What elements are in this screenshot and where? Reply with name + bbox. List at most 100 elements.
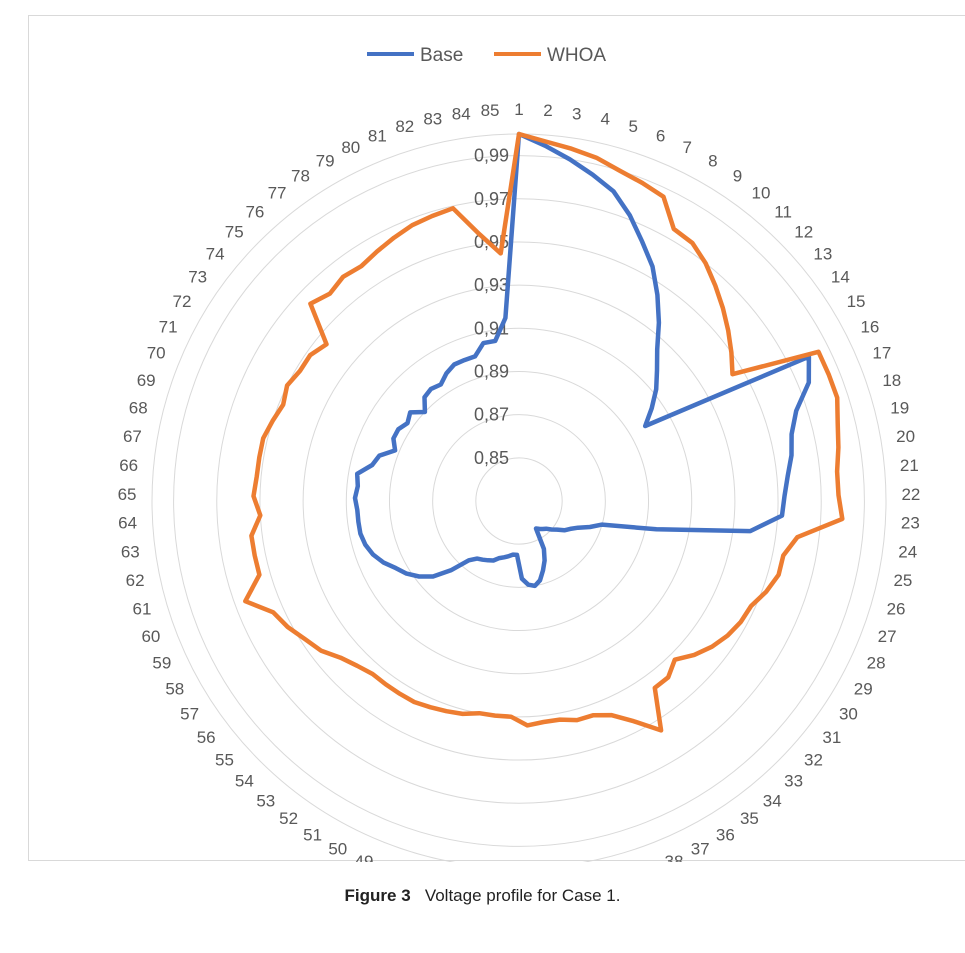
category-label: 83	[423, 110, 442, 129]
category-label: 64	[118, 514, 137, 533]
category-label: 57	[180, 704, 199, 723]
grid-ring	[259, 241, 779, 761]
radial-tick-label: 0,93	[474, 275, 509, 295]
category-label: 53	[256, 791, 275, 810]
category-label: 77	[268, 184, 287, 203]
category-label: 73	[188, 267, 207, 286]
category-label: 50	[328, 840, 347, 859]
category-label: 80	[341, 138, 360, 157]
grid-ring	[432, 414, 606, 588]
category-label: 51	[303, 825, 322, 844]
category-label: 15	[847, 292, 866, 311]
category-label: 1	[514, 100, 523, 119]
category-label: 34	[763, 791, 782, 810]
grid-ring	[173, 155, 865, 847]
category-label: 62	[126, 571, 145, 590]
radial-tick-label: 0,97	[474, 189, 509, 209]
category-label: 8	[708, 151, 717, 170]
radial-tick-label: 0,99	[474, 146, 509, 166]
category-label: 32	[804, 751, 823, 770]
category-label: 35	[740, 809, 759, 828]
category-label: 81	[368, 126, 387, 145]
caption-text: Voltage profile for Case 1.	[424, 886, 621, 905]
figure-caption: Figure 3 Voltage profile for Case 1.	[0, 886, 965, 906]
category-label: 22	[901, 485, 920, 504]
category-label: 78	[291, 167, 310, 186]
category-label: 76	[245, 202, 264, 221]
radial-tick-label: 0,89	[474, 361, 509, 381]
category-label: 28	[867, 654, 886, 673]
category-label: 72	[172, 292, 191, 311]
radial-tick-label: 0,87	[474, 405, 509, 425]
category-label: 4	[600, 110, 609, 129]
category-label: 52	[279, 809, 298, 828]
category-label: 25	[893, 571, 912, 590]
radial-tick-label: 0,85	[474, 448, 509, 468]
category-label: 71	[159, 317, 178, 336]
category-label: 37	[691, 840, 710, 859]
category-label: 54	[235, 772, 254, 791]
category-label: 7	[682, 138, 691, 157]
category-label: 27	[878, 627, 897, 646]
category-label: 49	[355, 852, 374, 862]
category-label: 23	[901, 514, 920, 533]
category-label: 67	[123, 427, 142, 446]
category-label: 14	[831, 267, 850, 286]
category-label: 68	[129, 399, 148, 418]
category-label: 30	[839, 704, 858, 723]
category-label: 65	[118, 485, 137, 504]
category-label: 13	[813, 244, 832, 263]
category-label: 38	[665, 852, 684, 862]
caption-label: Figure 3	[344, 886, 411, 905]
category-label: 69	[137, 371, 156, 390]
category-label: 56	[197, 728, 216, 747]
category-label: 84	[452, 104, 471, 123]
legend-label-whoa: WHOA	[547, 45, 606, 66]
category-label: 12	[794, 223, 813, 242]
category-label: 79	[316, 151, 335, 170]
category-label: 61	[133, 599, 152, 618]
category-label: 9	[733, 167, 742, 186]
series-line-base	[352, 131, 812, 589]
category-label: 26	[887, 599, 906, 618]
category-label: 58	[165, 680, 184, 699]
category-label: 10	[752, 184, 771, 203]
category-label: 6	[656, 126, 665, 145]
radial-grid	[151, 133, 887, 862]
category-label: 19	[890, 399, 909, 418]
category-label: 75	[225, 223, 244, 242]
grid-ring	[216, 198, 822, 804]
series-lines	[243, 131, 845, 733]
legend-label-base: Base	[420, 45, 463, 66]
legend: Base WHOA	[367, 45, 606, 66]
category-label: 24	[898, 543, 917, 562]
category-label: 33	[784, 772, 803, 791]
category-label: 2	[543, 101, 552, 120]
category-label: 20	[896, 427, 915, 446]
radial-tick-labels: 0,850,870,890,910,930,950,970,99	[474, 146, 509, 468]
category-label: 3	[572, 104, 581, 123]
category-label: 5	[628, 117, 637, 136]
radar-chart: Base WHOA 0,850,870,890,910,930,950,970,…	[118, 45, 921, 862]
category-label: 60	[141, 627, 160, 646]
category-label: 59	[152, 654, 171, 673]
grid-ring	[475, 457, 563, 545]
grid-ring	[388, 370, 650, 632]
grid-ring	[302, 284, 736, 718]
category-label: 36	[716, 825, 735, 844]
category-label: 66	[119, 456, 138, 475]
category-label: 16	[860, 317, 879, 336]
grid-ring	[151, 133, 887, 862]
chart-frame: Base WHOA 0,85 0,87 0,89 0,91 0,93 0,95 0,97 0,…	[28, 15, 965, 862]
category-label: 17	[872, 344, 891, 363]
category-label: 31	[822, 728, 841, 747]
category-label: 74	[206, 244, 225, 263]
category-label: 85	[481, 101, 500, 120]
category-label: 82	[395, 117, 414, 136]
category-label: 29	[854, 680, 873, 699]
category-label: 70	[147, 344, 166, 363]
category-labels: 1 2 3 4 5 67891011121314151617181920212223242…	[118, 100, 921, 862]
category-label: 21	[900, 456, 919, 475]
category-label: 55	[215, 751, 234, 770]
series-line-whoa	[243, 131, 845, 733]
